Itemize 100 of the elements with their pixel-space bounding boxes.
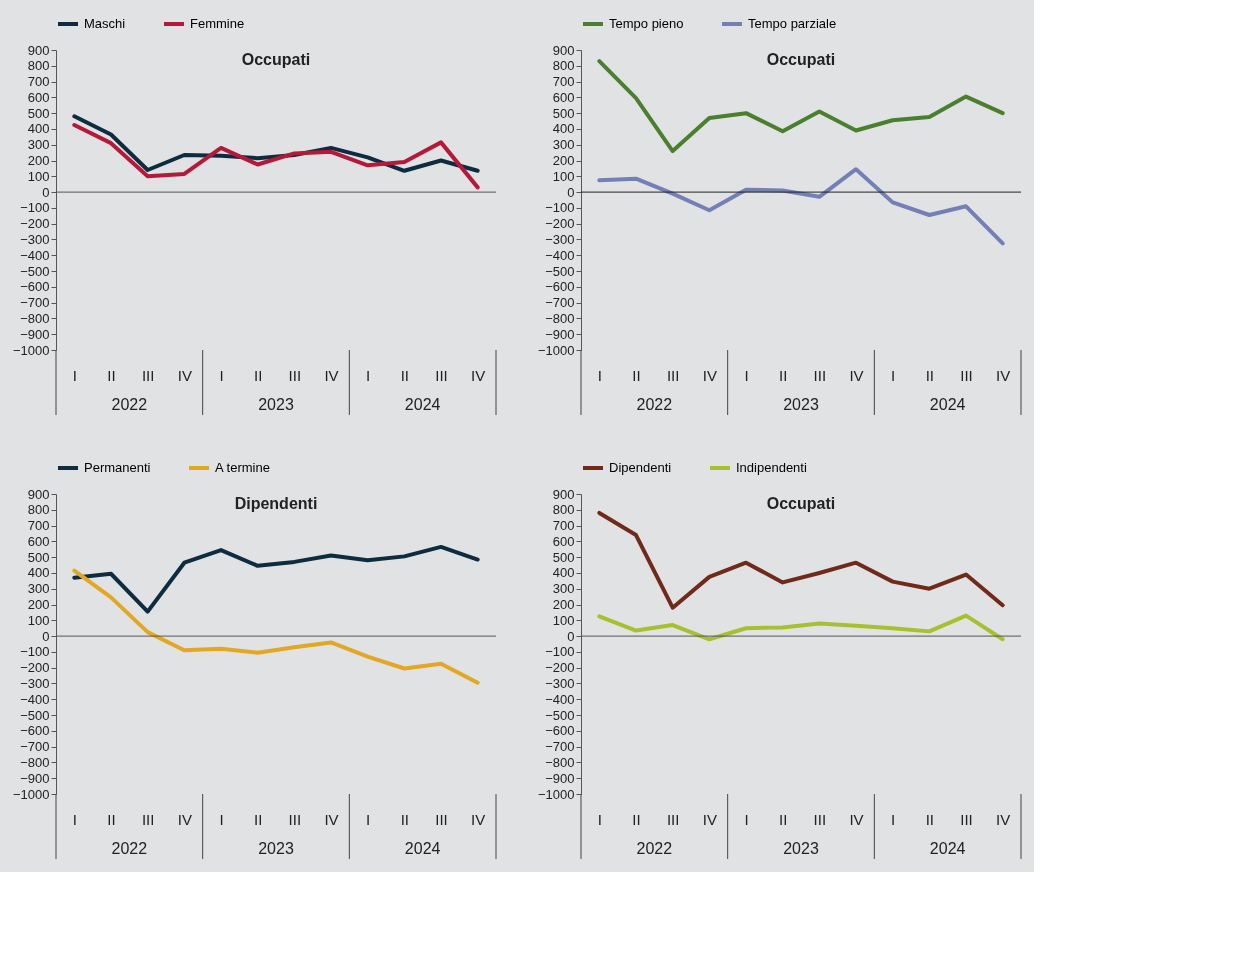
y-tick-label: 600: [552, 89, 575, 105]
y-tick-label: 400: [552, 565, 575, 581]
x-tick-label: III: [435, 810, 448, 828]
y-tick-label: 100: [27, 612, 50, 628]
y-tick-label: 100: [27, 168, 50, 184]
y-tick-label: −700: [545, 295, 575, 311]
x-tick-label: II: [253, 810, 263, 828]
y-tick-label: −700: [20, 295, 50, 311]
y-tick-label: 200: [552, 597, 575, 613]
x-tick-label: IV: [177, 366, 192, 384]
y-tick-label: −900: [545, 770, 575, 786]
text: 2024: [404, 396, 441, 413]
y-tick-label: 0: [42, 184, 50, 200]
y-tick-label: −700: [545, 739, 575, 755]
x-tick-label: IV: [702, 366, 717, 384]
y-tick-label: 800: [27, 502, 50, 518]
y-tick-label: 500: [552, 549, 575, 565]
y-tick-label: 200: [27, 597, 50, 613]
text: 2022: [111, 396, 148, 413]
x-tick-label: I: [72, 810, 77, 828]
x-tick-label: II: [400, 366, 410, 384]
x-tick-label: I: [219, 366, 224, 384]
x-tick-label: II: [632, 810, 641, 828]
y-tick-label: 0: [567, 184, 575, 200]
y-tick-label: −600: [545, 279, 575, 295]
x-tick-label: III: [435, 366, 448, 384]
legend-label: Tempo pieno: [609, 16, 684, 31]
x-tick-label: II: [632, 366, 641, 384]
x-tick-label: IV: [849, 810, 864, 828]
text: 2024: [404, 840, 441, 857]
y-tick-label: −1000: [537, 342, 575, 358]
x-tick-label: IV: [324, 810, 339, 828]
x-tick-label: IV: [324, 366, 339, 384]
x-tick-label: I: [366, 366, 371, 384]
y-tick-label: −100: [20, 644, 50, 660]
x-tick-label: IV: [177, 810, 192, 828]
legend-label: Femmine: [190, 16, 245, 31]
y-tick-label: 900: [27, 42, 50, 58]
x-tick-label: III: [288, 366, 302, 384]
x-tick-label: I: [744, 366, 749, 384]
y-tick-label: 400: [27, 565, 50, 581]
y-tick-label: 500: [552, 105, 575, 121]
x-tick-label: IV: [471, 810, 486, 828]
y-tick-label: −1000: [12, 342, 50, 358]
y-tick-label: −1000: [537, 786, 575, 802]
legend-label: Permanenti: [84, 460, 151, 475]
chart-title: Occupati: [766, 495, 836, 512]
legend-label: Maschi: [84, 16, 126, 31]
x-tick-label: I: [366, 810, 371, 828]
y-tick-label: −800: [545, 310, 575, 326]
y-tick-label: −400: [20, 691, 50, 707]
x-tick-label: III: [666, 810, 680, 828]
y-tick-label: −500: [20, 263, 50, 279]
y-tick-label: 200: [27, 153, 50, 169]
y-tick-label: 700: [27, 518, 50, 534]
y-tick-label: 100: [552, 168, 575, 184]
x-tick-label: III: [666, 366, 680, 384]
text: 2023: [258, 840, 294, 857]
x-tick-label: IV: [996, 810, 1011, 828]
y-tick-label: 0: [567, 628, 575, 644]
x-tick-label: II: [253, 366, 263, 384]
y-tick-label: −300: [545, 231, 575, 247]
x-tick-label: II: [778, 366, 788, 384]
y-tick-label: −400: [545, 247, 575, 263]
y-tick-label: −300: [20, 231, 50, 247]
text: 2022: [636, 840, 673, 857]
x-tick-label: III: [960, 810, 973, 828]
x-tick-label: II: [925, 366, 935, 384]
text: 2022: [111, 840, 148, 857]
x-tick-label: III: [960, 366, 973, 384]
y-tick-label: −600: [545, 723, 575, 739]
x-tick-label: IV: [702, 810, 717, 828]
y-tick-label: −400: [20, 247, 50, 263]
y-tick-label: 700: [552, 74, 575, 90]
legend-label: Indipendenti: [736, 460, 807, 475]
y-tick-label: 300: [552, 137, 575, 153]
y-tick-label: 800: [552, 502, 575, 518]
y-tick-label: −500: [20, 707, 50, 723]
x-tick-label: IV: [996, 366, 1011, 384]
y-tick-label: −700: [20, 739, 50, 755]
y-tick-label: −600: [20, 279, 50, 295]
y-tick-label: −200: [545, 216, 575, 232]
text: 2023: [258, 396, 294, 413]
x-tick-label: I: [744, 810, 749, 828]
y-tick-label: 700: [552, 518, 575, 534]
y-tick-label: −500: [545, 707, 575, 723]
x-tick-label: IV: [471, 366, 486, 384]
x-tick-label: II: [107, 810, 116, 828]
y-tick-label: −900: [20, 770, 50, 786]
legend-label: A termine: [215, 460, 270, 475]
y-tick-label: 500: [27, 105, 50, 121]
text: 2023: [783, 840, 819, 857]
x-tick-label: I: [891, 810, 896, 828]
y-tick-label: 800: [27, 58, 50, 74]
x-tick-label: II: [400, 810, 410, 828]
y-tick-label: 100: [552, 612, 575, 628]
x-tick-label: I: [597, 366, 602, 384]
text: 2024: [929, 396, 966, 413]
y-tick-label: −300: [20, 675, 50, 691]
y-tick-label: −1000: [12, 786, 50, 802]
